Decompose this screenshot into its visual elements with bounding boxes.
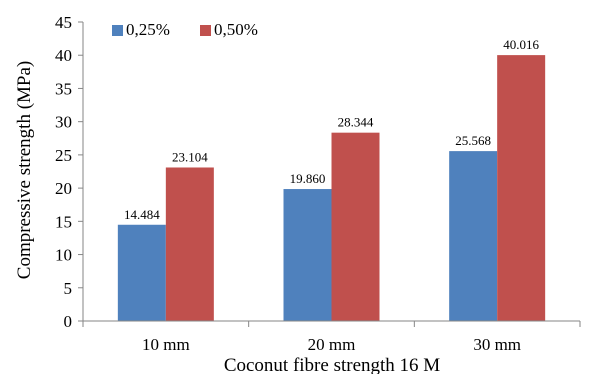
x-tick-label: 10 mm [142,335,190,354]
bar [117,224,166,321]
legend-swatch [200,25,211,36]
legend-label: 0,50% [214,20,258,39]
legend-swatch [112,25,123,36]
y-tick-label: 35 [55,79,72,98]
data-label: 28.344 [338,115,374,130]
legend-label: 0,25% [126,20,170,39]
y-tick-label: 20 [55,179,72,198]
data-label: 19.860 [290,171,326,186]
data-label: 25.568 [455,133,491,148]
data-label: 14.484 [124,207,160,222]
y-axis-title: Compressive strength (MPa) [14,61,35,279]
bar [165,167,214,321]
x-axis-title: Coconut fibre strength 16 M [224,355,440,374]
data-label: 23.104 [172,149,208,164]
y-tick-label: 0 [64,312,73,331]
y-tick-label: 25 [55,146,72,165]
y-tick-label: 40 [55,46,72,65]
y-tick-label: 5 [64,279,73,298]
y-tick-label: 30 [55,113,72,132]
data-label: 40.016 [503,37,539,52]
y-tick-label: 45 [55,13,72,32]
x-tick-label: 30 mm [473,335,521,354]
bar [449,151,498,321]
x-tick-label: 20 mm [308,335,356,354]
bar [283,189,332,321]
bar [497,55,546,322]
y-tick-label: 10 [55,246,72,265]
y-tick-label: 15 [55,212,72,231]
bar [331,132,380,321]
